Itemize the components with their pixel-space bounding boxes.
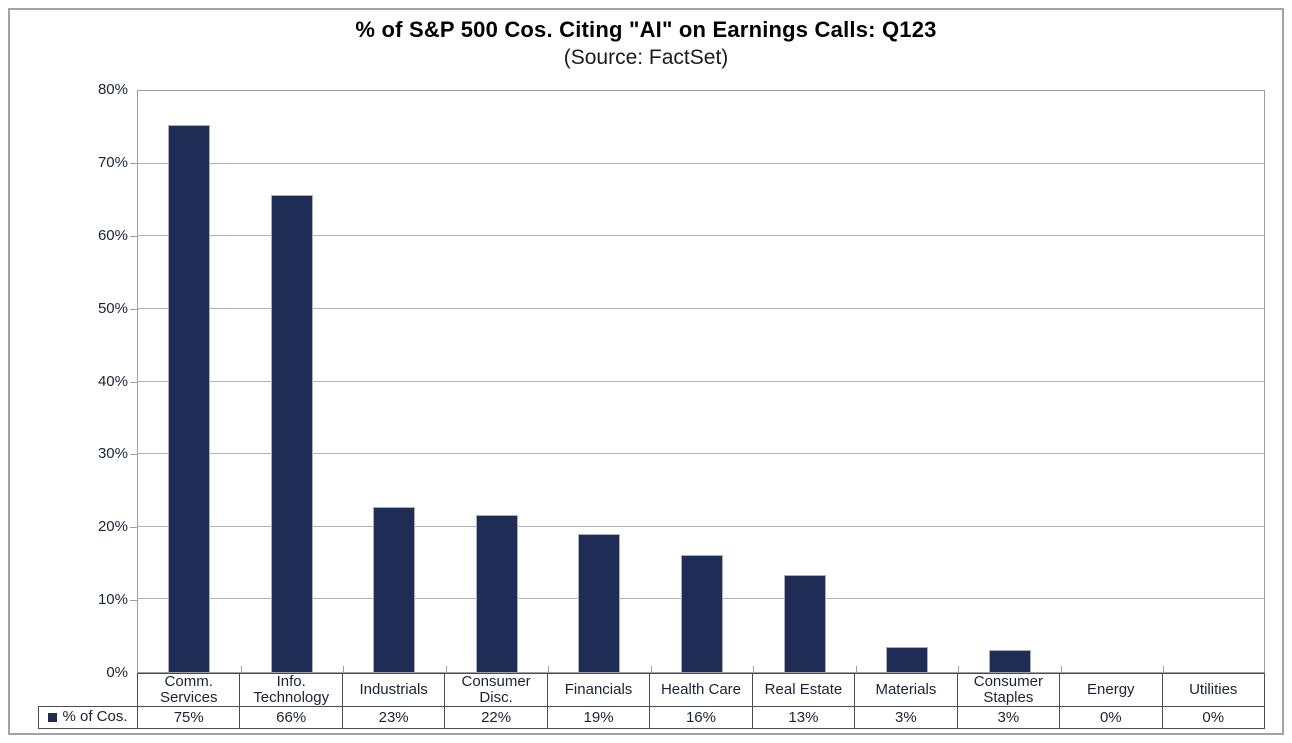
bar-industrials bbox=[373, 507, 415, 672]
y-axis-tick bbox=[130, 454, 137, 455]
y-axis-tick bbox=[130, 163, 137, 164]
bar-health-care bbox=[681, 555, 723, 672]
category-cell: Industrials bbox=[341, 673, 446, 707]
category-cell: Consumer Disc. bbox=[444, 673, 548, 707]
y-axis-tick bbox=[130, 527, 137, 528]
legend-key-icon bbox=[48, 712, 58, 722]
category-cell: Health Care bbox=[649, 673, 753, 707]
x-axis-tick bbox=[446, 666, 447, 672]
category-cell: Info. Technology bbox=[239, 673, 343, 707]
category-cell: Real Estate bbox=[751, 673, 856, 707]
value-cell: 13% bbox=[751, 706, 856, 729]
y-axis-tick-label: 70% bbox=[97, 154, 128, 171]
y-axis-tick bbox=[130, 382, 137, 383]
legend-series-label: % of Cos. bbox=[62, 708, 128, 726]
bar-materials bbox=[886, 647, 928, 672]
gridline bbox=[138, 235, 1264, 237]
category-row: Comm. Services Info. Technology Industrial… bbox=[39, 673, 1266, 707]
category-cell: Comm. Services bbox=[136, 673, 241, 707]
y-axis-tick-label: 50% bbox=[97, 300, 128, 317]
category-cell: Energy bbox=[1059, 673, 1163, 707]
value-cell: 66% bbox=[239, 706, 343, 729]
y-axis-tick-label: 30% bbox=[97, 445, 128, 462]
category-cell: Materials bbox=[854, 673, 958, 707]
gridline bbox=[138, 307, 1264, 309]
gridline bbox=[138, 453, 1264, 455]
x-axis-tick bbox=[1163, 666, 1164, 672]
x-axis-tick bbox=[548, 666, 549, 672]
x-axis-tick bbox=[241, 666, 242, 672]
legend-cell: % of Cos. bbox=[38, 706, 138, 729]
value-cell: 19% bbox=[546, 706, 651, 729]
value-cell: 22% bbox=[444, 706, 548, 729]
x-axis-tick bbox=[753, 666, 754, 672]
value-cell: 0% bbox=[1161, 706, 1266, 729]
bar-financials bbox=[578, 534, 620, 672]
table-corner-cell bbox=[39, 674, 138, 707]
y-axis-tick-label: 0% bbox=[106, 664, 128, 681]
x-axis-tick bbox=[958, 666, 959, 672]
y-axis-tick bbox=[130, 236, 137, 237]
chart-title: % of S&P 500 Cos. Citing "AI" on Earning… bbox=[355, 17, 937, 42]
x-axis-tick bbox=[856, 666, 857, 672]
bar-info-technology bbox=[271, 195, 313, 672]
value-cell: 3% bbox=[854, 706, 958, 729]
bar-comm-services bbox=[168, 125, 210, 672]
x-axis-tick bbox=[651, 666, 652, 672]
y-axis-tick-label: 80% bbox=[97, 81, 128, 98]
x-axis-tick bbox=[343, 666, 344, 672]
category-cell: Consumer Staples bbox=[956, 673, 1061, 707]
gridline bbox=[138, 162, 1264, 164]
y-axis-tick-label: 20% bbox=[97, 518, 128, 535]
y-axis-tick-label: 10% bbox=[97, 591, 128, 608]
gridline bbox=[138, 525, 1264, 527]
data-table: Comm. Services Info. Technology Industrial… bbox=[38, 673, 1266, 729]
category-cell: Utilities bbox=[1161, 673, 1266, 707]
bar-consumer-staples bbox=[989, 650, 1031, 672]
y-axis-tick bbox=[130, 600, 137, 601]
value-row: % of Cos. 75% 66% 23% 22% 19% 16% 13% 3% 3% 0% 0% bbox=[38, 706, 1266, 729]
bar-consumer-disc- bbox=[476, 515, 518, 672]
category-cell: Financials bbox=[546, 673, 651, 707]
y-axis-tick-label: 40% bbox=[97, 373, 128, 390]
plot-area bbox=[137, 90, 1265, 673]
y-axis-tick-label: 60% bbox=[97, 227, 128, 244]
y-axis-tick bbox=[130, 309, 137, 310]
gridline bbox=[138, 380, 1264, 382]
value-cell: 3% bbox=[956, 706, 1061, 729]
chart-header: % of S&P 500 Cos. Citing "AI" on Earning… bbox=[0, 17, 1292, 70]
bar-real-estate bbox=[784, 575, 826, 672]
value-cell: 16% bbox=[649, 706, 753, 729]
x-axis-tick bbox=[1061, 666, 1062, 672]
value-cell: 23% bbox=[341, 706, 446, 729]
chart-subtitle: (Source: FactSet) bbox=[563, 46, 729, 69]
value-cell: 0% bbox=[1059, 706, 1163, 729]
value-cell: 75% bbox=[136, 706, 241, 729]
